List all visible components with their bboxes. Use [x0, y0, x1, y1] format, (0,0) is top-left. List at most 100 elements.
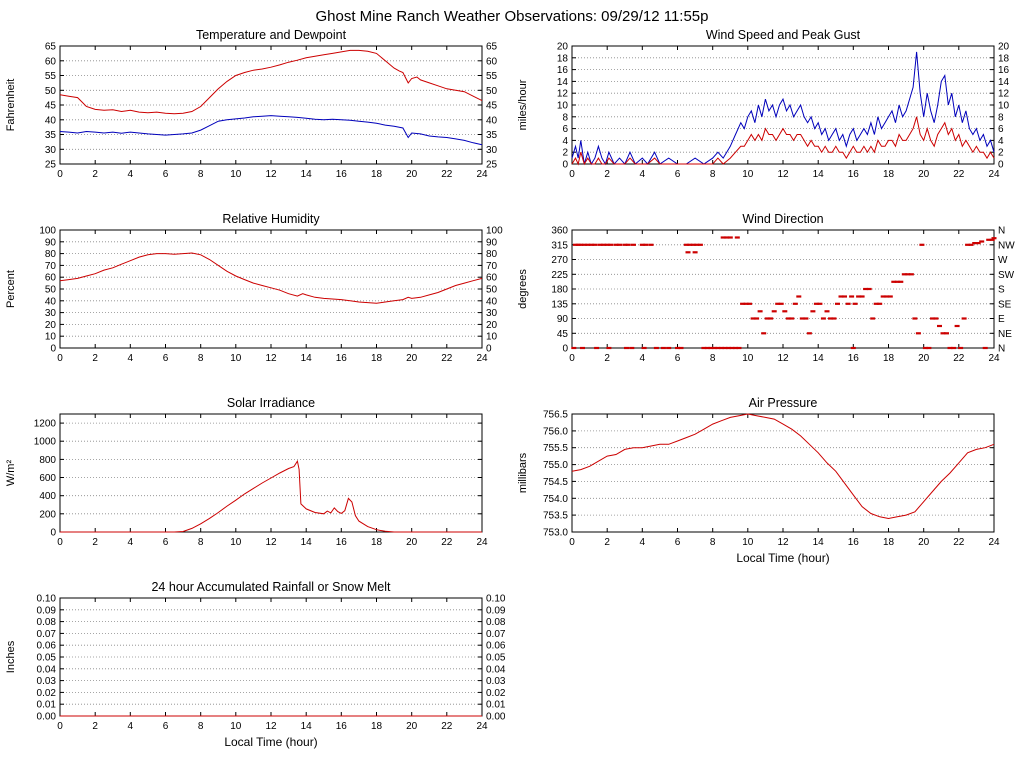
- svg-text:Percent: Percent: [5, 270, 17, 308]
- svg-text:0: 0: [57, 537, 63, 548]
- svg-text:8: 8: [198, 169, 204, 180]
- air-pressure-chart-canvas: Air Pressure millibars 753.0 753.5 754.0 754.…: [517, 396, 1000, 565]
- svg-text:25: 25: [486, 160, 498, 171]
- svg-text:N: N: [998, 344, 1005, 355]
- svg-text:1200: 1200: [34, 419, 57, 430]
- svg-text:0.10: 0.10: [486, 594, 506, 605]
- svg-text:NE: NE: [998, 329, 1012, 340]
- svg-text:6: 6: [675, 353, 681, 364]
- svg-text:0.03: 0.03: [37, 676, 57, 687]
- svg-text:16: 16: [336, 353, 348, 364]
- svg-text:753.5: 753.5: [543, 511, 568, 522]
- svg-text:180: 180: [551, 285, 568, 296]
- svg-text:20: 20: [557, 42, 569, 53]
- svg-text:10: 10: [742, 353, 754, 364]
- svg-text:8: 8: [710, 353, 716, 364]
- svg-text:14: 14: [301, 537, 313, 548]
- svg-text:20: 20: [406, 537, 418, 548]
- svg-text:0.02: 0.02: [37, 688, 57, 699]
- chart-air-pressure: Air Pressure millibars 753.0 753.5 754.0 754.…: [512, 394, 1024, 578]
- svg-text:W: W: [998, 255, 1008, 266]
- svg-text:0.07: 0.07: [486, 629, 506, 640]
- svg-text:0.01: 0.01: [486, 700, 506, 711]
- svg-text:6: 6: [675, 169, 681, 180]
- svg-text:10: 10: [742, 537, 754, 548]
- svg-text:60: 60: [486, 273, 498, 284]
- svg-text:400: 400: [39, 491, 56, 502]
- svg-text:miles/hour: miles/hour: [517, 79, 529, 130]
- svg-text:40: 40: [486, 296, 498, 307]
- svg-text:20: 20: [406, 353, 418, 364]
- svg-text:20: 20: [998, 42, 1010, 53]
- svg-text:55: 55: [45, 71, 57, 82]
- svg-text:35: 35: [486, 130, 498, 141]
- svg-text:14: 14: [813, 169, 825, 180]
- svg-text:4: 4: [128, 169, 134, 180]
- svg-text:16: 16: [848, 353, 860, 364]
- svg-text:753.0: 753.0: [543, 528, 568, 539]
- svg-text:0.04: 0.04: [486, 664, 506, 675]
- svg-text:60: 60: [486, 56, 498, 67]
- svg-text:0: 0: [569, 537, 575, 548]
- svg-text:10: 10: [998, 101, 1010, 112]
- svg-text:10: 10: [230, 721, 242, 732]
- svg-text:40: 40: [486, 115, 498, 126]
- svg-text:80: 80: [45, 249, 57, 260]
- svg-text:30: 30: [45, 308, 57, 319]
- svg-text:12: 12: [265, 353, 277, 364]
- svg-text:2: 2: [92, 169, 98, 180]
- svg-text:40: 40: [45, 296, 57, 307]
- svg-text:90: 90: [557, 314, 569, 325]
- svg-text:14: 14: [301, 721, 313, 732]
- svg-text:12: 12: [777, 353, 789, 364]
- svg-text:24: 24: [988, 169, 1000, 180]
- svg-text:N: N: [998, 226, 1005, 237]
- chart-temperature-dewpoint: Temperature and Dewpoint Fahrenheit 25 25 30…: [0, 26, 512, 210]
- svg-text:0.05: 0.05: [37, 653, 57, 664]
- svg-text:0: 0: [562, 160, 568, 171]
- svg-text:18: 18: [883, 537, 895, 548]
- svg-text:24: 24: [476, 721, 488, 732]
- svg-text:22: 22: [953, 537, 965, 548]
- svg-text:22: 22: [953, 169, 965, 180]
- svg-text:Air Pressure: Air Pressure: [749, 396, 818, 410]
- svg-text:20: 20: [918, 353, 930, 364]
- svg-text:18: 18: [371, 537, 383, 548]
- svg-text:50: 50: [486, 86, 498, 97]
- svg-text:30: 30: [486, 145, 498, 156]
- svg-text:0.09: 0.09: [486, 605, 506, 616]
- svg-text:SW: SW: [998, 270, 1015, 281]
- svg-text:E: E: [998, 314, 1005, 325]
- svg-text:4: 4: [128, 721, 134, 732]
- svg-text:degrees: degrees: [517, 269, 529, 309]
- svg-text:4: 4: [640, 537, 646, 548]
- svg-text:14: 14: [557, 77, 569, 88]
- svg-text:65: 65: [45, 42, 57, 53]
- svg-text:Relative Humidity: Relative Humidity: [222, 212, 320, 226]
- svg-text:8: 8: [198, 353, 204, 364]
- svg-text:45: 45: [45, 101, 57, 112]
- svg-text:2: 2: [604, 169, 610, 180]
- svg-text:12: 12: [265, 537, 277, 548]
- svg-text:4: 4: [128, 353, 134, 364]
- svg-text:754.0: 754.0: [543, 494, 568, 505]
- svg-text:6: 6: [163, 169, 169, 180]
- svg-text:0.08: 0.08: [486, 617, 506, 628]
- svg-text:45: 45: [557, 329, 569, 340]
- svg-text:10: 10: [230, 537, 242, 548]
- svg-text:0: 0: [50, 344, 56, 355]
- svg-text:35: 35: [45, 130, 57, 141]
- svg-text:Local Time (hour): Local Time (hour): [736, 551, 829, 565]
- svg-text:16: 16: [848, 537, 860, 548]
- svg-text:600: 600: [39, 473, 56, 484]
- svg-text:800: 800: [39, 455, 56, 466]
- svg-text:10: 10: [486, 332, 498, 343]
- svg-text:90: 90: [45, 237, 57, 248]
- svg-text:100: 100: [39, 226, 56, 237]
- svg-text:12: 12: [777, 537, 789, 548]
- svg-text:0.08: 0.08: [37, 617, 57, 628]
- svg-text:24: 24: [476, 353, 488, 364]
- rainfall-chart-canvas: 24 hour Accumulated Rainfall or Snow Mel…: [5, 580, 506, 749]
